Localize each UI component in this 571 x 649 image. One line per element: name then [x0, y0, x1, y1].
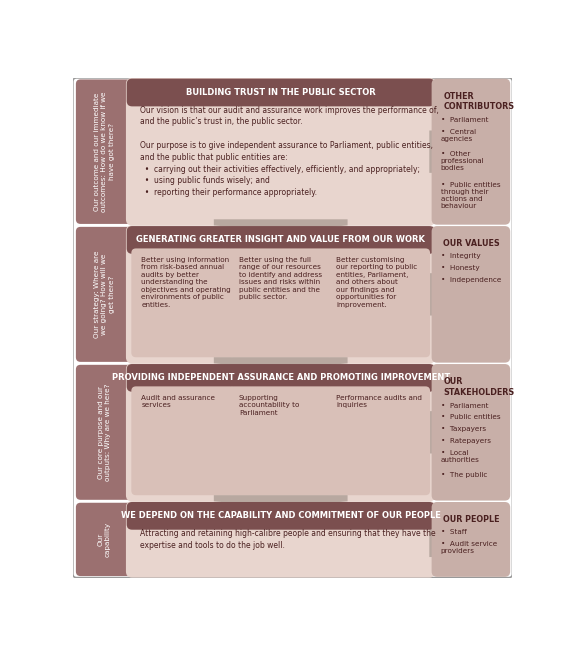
FancyBboxPatch shape: [327, 249, 430, 357]
Text: •  Parliament: • Parliament: [441, 117, 488, 123]
Text: •  Other
professional
bodies: • Other professional bodies: [441, 151, 484, 171]
FancyBboxPatch shape: [126, 363, 436, 502]
FancyBboxPatch shape: [432, 79, 510, 225]
FancyBboxPatch shape: [327, 386, 430, 495]
Polygon shape: [429, 411, 445, 454]
FancyBboxPatch shape: [73, 78, 513, 578]
Text: Better using information
from risk-based annual
audits by better
understanding t: Better using information from risk-based…: [142, 257, 231, 308]
FancyBboxPatch shape: [432, 364, 510, 500]
Text: Supporting
accountability to
Parliament: Supporting accountability to Parliament: [239, 395, 299, 416]
FancyBboxPatch shape: [127, 79, 435, 106]
Text: •  Ratepayers: • Ratepayers: [441, 438, 491, 445]
FancyBboxPatch shape: [127, 364, 435, 392]
Text: Our core purpose and our
outputs: Why are we here?: Our core purpose and our outputs: Why ar…: [98, 384, 111, 481]
Text: •  Public entities
through their
actions and
behaviour: • Public entities through their actions …: [441, 182, 501, 209]
Text: Attracting and retaining high-calibre people and ensuring that they have the
exp: Attracting and retaining high-calibre pe…: [140, 529, 436, 550]
FancyBboxPatch shape: [131, 386, 235, 495]
FancyBboxPatch shape: [131, 249, 235, 357]
Polygon shape: [214, 495, 348, 508]
FancyBboxPatch shape: [126, 225, 436, 363]
FancyBboxPatch shape: [229, 249, 332, 357]
Text: OUR PEOPLE: OUR PEOPLE: [443, 515, 500, 524]
Text: Better using the full
range of our resources
to identify and address
issues and : Better using the full range of our resou…: [239, 257, 322, 300]
FancyBboxPatch shape: [76, 79, 133, 224]
FancyBboxPatch shape: [126, 501, 436, 578]
Text: OTHER
CONTRIBUTORS: OTHER CONTRIBUTORS: [443, 92, 514, 111]
FancyBboxPatch shape: [76, 503, 133, 576]
Text: GENERATING GREATER INSIGHT AND VALUE FROM OUR WORK: GENERATING GREATER INSIGHT AND VALUE FRO…: [136, 236, 425, 245]
Text: •  The public: • The public: [441, 472, 487, 478]
Text: •  Audit service
providers: • Audit service providers: [441, 541, 497, 554]
FancyBboxPatch shape: [126, 78, 436, 225]
FancyBboxPatch shape: [229, 386, 332, 495]
Text: OUR
STAKEHOLDERS: OUR STAKEHOLDERS: [443, 377, 514, 397]
Text: Our vision is that our audit and assurance work improves the performance of,
and: Our vision is that our audit and assuran…: [140, 106, 439, 197]
Text: •  Central
agencies: • Central agencies: [441, 129, 476, 142]
Polygon shape: [429, 273, 445, 315]
Polygon shape: [429, 522, 445, 557]
FancyBboxPatch shape: [432, 226, 510, 363]
Text: PROVIDING INDEPENDENT ASSURANCE AND PROMOTING IMPROVEMENT: PROVIDING INDEPENDENT ASSURANCE AND PROM…: [111, 373, 450, 382]
Text: •  Honesty: • Honesty: [441, 265, 480, 271]
FancyBboxPatch shape: [76, 227, 133, 362]
Text: •  Public entities: • Public entities: [441, 415, 501, 421]
Text: Our outcome and our immediate
outcomes: How do we know if we
have got there?: Our outcome and our immediate outcomes: …: [94, 92, 115, 212]
Polygon shape: [214, 357, 348, 369]
Text: •  Independence: • Independence: [441, 277, 501, 284]
FancyBboxPatch shape: [127, 226, 435, 254]
Text: Performance audits and
inquiries: Performance audits and inquiries: [336, 395, 423, 408]
Text: Audit and assurance
services: Audit and assurance services: [142, 395, 215, 408]
Text: Our strategy: Where are
we going? How will we
get there?: Our strategy: Where are we going? How wi…: [94, 251, 115, 338]
Text: •  Integrity: • Integrity: [441, 253, 480, 260]
Text: •  Staff: • Staff: [441, 530, 467, 535]
Text: Better customising
our reporting to public
entities, Parliament,
and others abou: Better customising our reporting to publ…: [336, 257, 417, 308]
Text: WE DEPEND ON THE CAPABILITY AND COMMITMENT OF OUR PEOPLE: WE DEPEND ON THE CAPABILITY AND COMMITME…: [120, 511, 441, 520]
Text: Our
capability: Our capability: [98, 522, 111, 557]
FancyBboxPatch shape: [127, 502, 435, 530]
FancyBboxPatch shape: [76, 365, 133, 500]
FancyBboxPatch shape: [432, 502, 510, 577]
Polygon shape: [214, 219, 348, 232]
Text: •  Parliament: • Parliament: [441, 402, 488, 408]
Text: •  Local
authorities: • Local authorities: [441, 450, 480, 463]
Text: BUILDING TRUST IN THE PUBLIC SECTOR: BUILDING TRUST IN THE PUBLIC SECTOR: [186, 88, 376, 97]
Text: OUR VALUES: OUR VALUES: [443, 239, 500, 248]
Polygon shape: [429, 130, 445, 173]
Text: •  Taxpayers: • Taxpayers: [441, 426, 486, 432]
